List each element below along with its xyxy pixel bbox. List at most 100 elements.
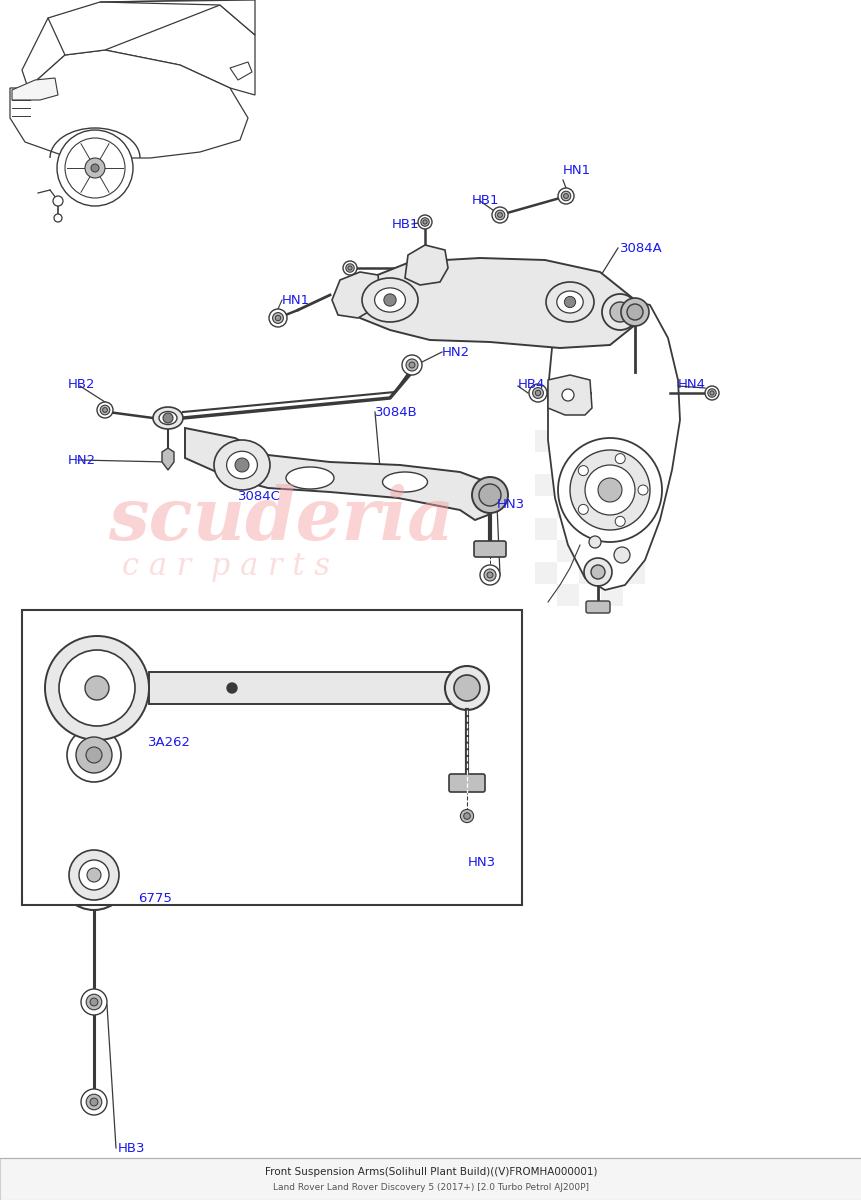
Bar — [579, 474, 600, 496]
Polygon shape — [10, 50, 248, 158]
Circle shape — [56, 716, 132, 793]
Text: HN2: HN2 — [442, 346, 469, 359]
Bar — [556, 584, 579, 606]
Circle shape — [345, 264, 354, 272]
Ellipse shape — [158, 412, 177, 425]
Polygon shape — [162, 448, 174, 470]
Circle shape — [563, 193, 567, 198]
Polygon shape — [12, 78, 58, 100]
Circle shape — [272, 312, 283, 323]
Bar — [556, 540, 579, 562]
Polygon shape — [331, 272, 380, 318]
Circle shape — [569, 450, 649, 530]
Text: HB2: HB2 — [68, 378, 96, 391]
Text: 3084B: 3084B — [375, 406, 418, 419]
Bar — [579, 430, 600, 452]
Bar — [535, 474, 556, 496]
Bar — [623, 474, 644, 496]
Circle shape — [626, 304, 642, 320]
Circle shape — [76, 737, 112, 773]
Polygon shape — [548, 374, 592, 415]
Circle shape — [91, 164, 99, 172]
Circle shape — [483, 569, 495, 581]
Text: 3A262: 3A262 — [148, 736, 191, 749]
Circle shape — [598, 478, 622, 502]
Circle shape — [86, 746, 102, 763]
Circle shape — [454, 674, 480, 701]
Circle shape — [45, 636, 149, 740]
Text: HN1: HN1 — [282, 294, 310, 306]
Ellipse shape — [152, 407, 183, 428]
Circle shape — [85, 676, 108, 700]
Bar — [535, 562, 556, 584]
Ellipse shape — [375, 288, 405, 312]
Circle shape — [620, 298, 648, 326]
Circle shape — [408, 362, 414, 368]
Ellipse shape — [556, 290, 583, 313]
Circle shape — [90, 998, 98, 1006]
Text: HN4: HN4 — [678, 378, 705, 391]
Circle shape — [85, 158, 105, 178]
Circle shape — [235, 458, 249, 472]
Circle shape — [444, 666, 488, 710]
Text: c a r  p a r t s: c a r p a r t s — [122, 551, 330, 582]
Bar — [556, 452, 579, 474]
FancyBboxPatch shape — [474, 541, 505, 557]
Circle shape — [480, 565, 499, 584]
Text: HB1: HB1 — [392, 218, 419, 232]
Circle shape — [90, 1098, 98, 1106]
Bar — [0, 1158, 861, 1200]
Bar — [623, 562, 644, 584]
Circle shape — [418, 215, 431, 229]
Bar — [600, 496, 623, 518]
Bar — [579, 562, 600, 584]
Circle shape — [557, 188, 573, 204]
Text: Front Suspension Arms(Solihull Plant Build)((V)FROMHA000001): Front Suspension Arms(Solihull Plant Bui… — [264, 1166, 597, 1177]
Circle shape — [406, 359, 418, 371]
Text: HB1: HB1 — [472, 193, 499, 206]
Circle shape — [578, 504, 587, 515]
Circle shape — [343, 260, 356, 275]
Text: HN2: HN2 — [68, 454, 96, 467]
Polygon shape — [351, 258, 635, 348]
Circle shape — [86, 994, 102, 1010]
Circle shape — [497, 212, 502, 217]
Polygon shape — [405, 245, 448, 284]
Polygon shape — [230, 62, 251, 80]
Bar — [535, 518, 556, 540]
Text: 3084C: 3084C — [238, 491, 281, 504]
Bar — [623, 430, 644, 452]
Bar — [600, 540, 623, 562]
Circle shape — [423, 220, 426, 224]
Circle shape — [535, 390, 540, 396]
Circle shape — [492, 206, 507, 223]
Circle shape — [463, 812, 470, 820]
Circle shape — [59, 650, 135, 726]
Circle shape — [86, 1094, 102, 1110]
Circle shape — [100, 406, 109, 415]
Circle shape — [81, 989, 107, 1015]
Ellipse shape — [545, 282, 593, 322]
Circle shape — [275, 316, 281, 320]
Ellipse shape — [226, 451, 257, 479]
Circle shape — [401, 355, 422, 374]
Circle shape — [59, 840, 129, 910]
Polygon shape — [185, 428, 498, 520]
Circle shape — [591, 565, 604, 578]
Bar — [600, 452, 623, 474]
Ellipse shape — [362, 278, 418, 322]
Circle shape — [615, 516, 624, 527]
Circle shape — [610, 302, 629, 322]
Circle shape — [561, 191, 570, 200]
FancyBboxPatch shape — [449, 774, 485, 792]
Bar — [623, 518, 644, 540]
Circle shape — [226, 683, 237, 692]
FancyBboxPatch shape — [585, 601, 610, 613]
Ellipse shape — [286, 467, 333, 490]
Circle shape — [486, 572, 492, 578]
Circle shape — [707, 389, 715, 397]
Circle shape — [704, 386, 718, 400]
Ellipse shape — [214, 440, 269, 490]
Circle shape — [53, 196, 63, 206]
Circle shape — [479, 484, 500, 506]
